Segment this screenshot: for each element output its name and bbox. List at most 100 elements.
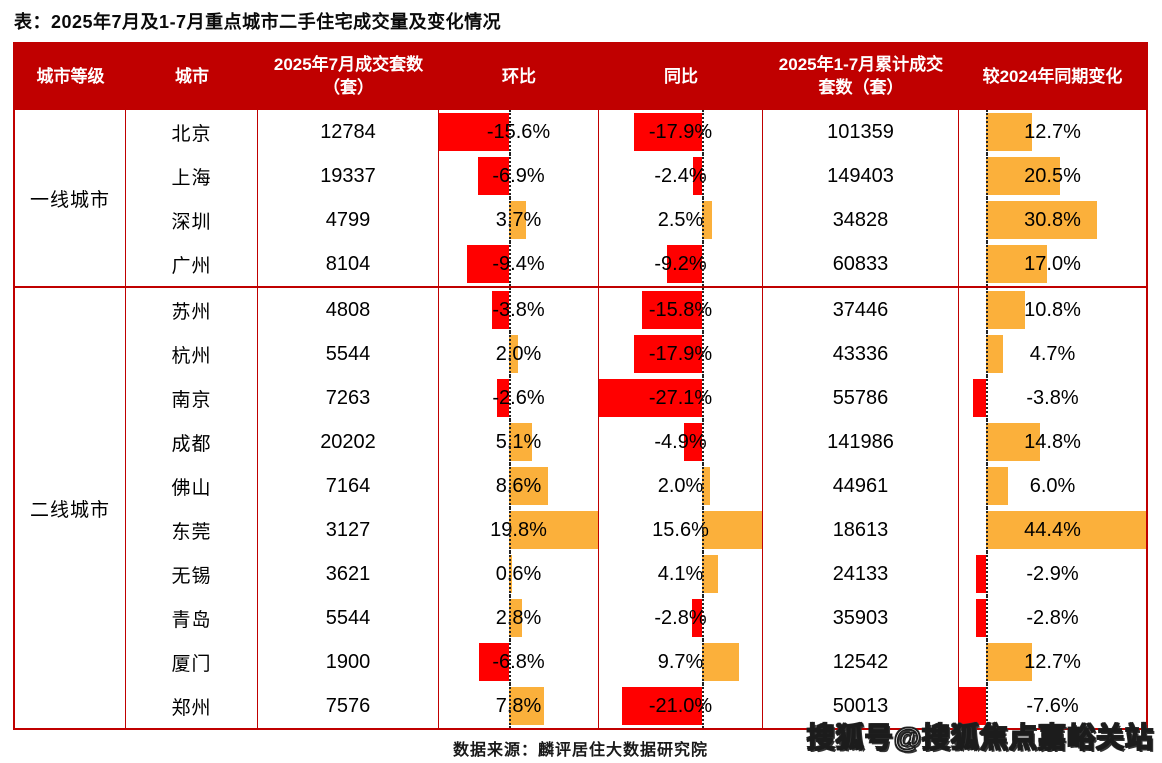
zero-axis-line xyxy=(702,332,705,376)
zero-axis-line xyxy=(702,242,705,286)
mom-bar-label: 3.7% xyxy=(495,208,542,231)
header-yoy-change: 同比 xyxy=(664,66,698,86)
zero-axis-line xyxy=(702,420,705,464)
yoy-bar-cell: -17.9% xyxy=(599,332,763,376)
mom-bar-cell: -3.8% xyxy=(439,288,599,332)
zero-axis-line xyxy=(986,110,989,154)
cumulative-volume: 43336 xyxy=(763,332,959,376)
tier-label: 二线城市 xyxy=(15,288,126,728)
july-volume: 4808 xyxy=(258,288,439,332)
cum-yoy-data-bar xyxy=(986,157,1061,195)
cum-yoy-bar-label: -7.6% xyxy=(1026,694,1079,717)
yoy-bar-label: -4.9% xyxy=(654,430,707,453)
yoy-bar-label: 4.1% xyxy=(657,562,704,585)
header-cumulative: 2025年1-7月累计成交套数（套） xyxy=(778,55,944,97)
cumulative-volume: 55786 xyxy=(763,376,959,420)
mom-data-bar xyxy=(509,423,532,461)
yoy-bar-cell: -2.4% xyxy=(599,154,763,198)
city-name: 广州 xyxy=(126,242,258,286)
yoy-data-bar xyxy=(634,335,703,373)
july-volume: 7263 xyxy=(258,376,439,420)
mom-bar-label: 7.8% xyxy=(495,694,542,717)
yoy-bar-cell: -21.0% xyxy=(599,684,763,728)
mom-bar-cell: 8.6% xyxy=(439,464,599,508)
cum-yoy-bar-cell: 44.4% xyxy=(959,508,1146,552)
cumulative-volume: 60833 xyxy=(763,242,959,286)
mom-bar-label: -6.8% xyxy=(492,650,545,673)
city-name: 东莞 xyxy=(126,508,258,552)
cumulative-volume: 18613 xyxy=(763,508,959,552)
yoy-bar-label: 15.6% xyxy=(652,518,709,541)
city-name: 深圳 xyxy=(126,198,258,242)
zero-axis-line xyxy=(509,420,512,464)
zero-axis-line xyxy=(986,684,989,728)
zero-axis-line xyxy=(509,464,512,508)
zero-axis-line xyxy=(509,552,512,596)
yoy-bar-cell: -9.2% xyxy=(599,242,763,286)
zero-axis-line xyxy=(509,596,512,640)
city-name: 杭州 xyxy=(126,332,258,376)
mom-bar-label: 2.8% xyxy=(495,606,542,629)
zero-axis-line xyxy=(702,684,705,728)
zero-axis-line xyxy=(986,376,989,420)
yoy-bar-cell: -27.1% xyxy=(599,376,763,420)
yoy-data-bar xyxy=(702,643,740,681)
mom-bar-cell: -15.6% xyxy=(439,110,599,154)
mom-bar-label: 19.8% xyxy=(490,518,547,541)
zero-axis-line xyxy=(986,242,989,286)
yoy-bar-label: -2.4% xyxy=(654,164,707,187)
cum-yoy-data-bar xyxy=(986,335,1004,373)
mom-data-bar xyxy=(509,335,519,373)
yoy-bar-cell: 15.6% xyxy=(599,508,763,552)
cum-yoy-data-bar xyxy=(976,599,987,637)
zero-axis-line xyxy=(509,154,512,198)
cum-yoy-data-bar xyxy=(986,201,1098,239)
cum-yoy-bar-cell: 10.8% xyxy=(959,288,1146,332)
yoy-bar-cell: 2.0% xyxy=(599,464,763,508)
yoy-data-bar xyxy=(702,201,712,239)
yoy-bar-label: 9.7% xyxy=(657,650,704,673)
yoy-bar-label: -17.9% xyxy=(648,120,713,143)
cum-yoy-bar-label: -3.8% xyxy=(1026,386,1079,409)
cum-yoy-data-bar xyxy=(986,245,1048,283)
cum-yoy-data-bar xyxy=(975,555,987,593)
zero-axis-line xyxy=(986,288,989,332)
table-section: 一线城市 北京 12784 -15.6% -17.9% 101359 12.7% 上海 1933… xyxy=(15,110,1146,286)
yoy-data-bar xyxy=(667,245,703,283)
mom-data-bar xyxy=(509,599,522,637)
city-name: 佛山 xyxy=(126,464,258,508)
cum-yoy-bar-label: 14.8% xyxy=(1024,430,1081,453)
header-vs-2024: 较2024年同期变化 xyxy=(982,66,1123,86)
yoy-bar-label: -2.8% xyxy=(654,606,707,629)
cum-yoy-data-bar xyxy=(986,113,1032,151)
mom-bar-cell: 3.7% xyxy=(439,198,599,242)
july-volume: 1900 xyxy=(258,640,439,684)
cum-yoy-bar-label: 30.8% xyxy=(1024,208,1081,231)
cum-yoy-bar-label: 12.7% xyxy=(1024,650,1081,673)
yoy-data-bar xyxy=(702,511,762,549)
header-city: 城市 xyxy=(175,66,209,86)
july-volume: 3127 xyxy=(258,508,439,552)
yoy-data-bar xyxy=(622,687,703,725)
zero-axis-line xyxy=(509,640,512,684)
city-name: 郑州 xyxy=(126,684,258,728)
cum-yoy-bar-cell: 14.8% xyxy=(959,420,1146,464)
yoy-bar-label: -9.2% xyxy=(654,252,707,275)
yoy-data-bar xyxy=(599,379,703,417)
july-volume: 7576 xyxy=(258,684,439,728)
cum-yoy-bar-label: 20.5% xyxy=(1024,164,1081,187)
july-volume: 12784 xyxy=(258,110,439,154)
cum-yoy-bar-label: 6.0% xyxy=(1029,474,1076,497)
zero-axis-line xyxy=(509,110,512,154)
cum-yoy-data-bar xyxy=(972,379,987,417)
zero-axis-line xyxy=(986,552,989,596)
cumulative-volume: 141986 xyxy=(763,420,959,464)
mom-bar-cell: 2.0% xyxy=(439,332,599,376)
mom-data-bar xyxy=(439,113,510,151)
zero-axis-line xyxy=(509,242,512,286)
mom-bar-cell: 0.6% xyxy=(439,552,599,596)
yoy-data-bar xyxy=(634,113,703,151)
city-name: 厦门 xyxy=(126,640,258,684)
table-section: 二线城市 苏州 4808 -3.8% -15.8% 37446 10.8% 杭州 5544 2.0… xyxy=(15,286,1146,728)
